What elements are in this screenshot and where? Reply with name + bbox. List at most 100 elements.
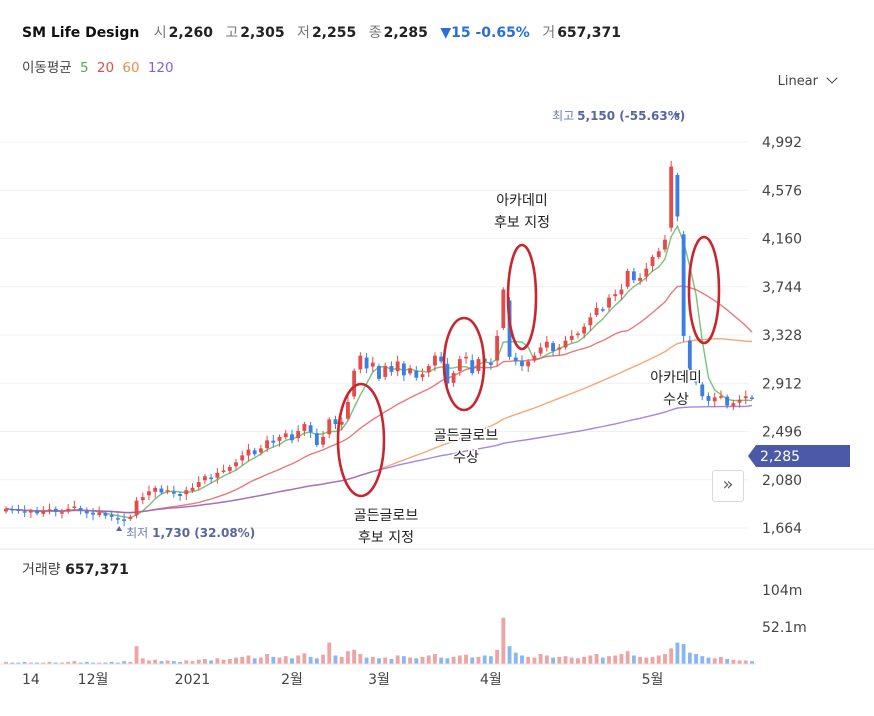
candle bbox=[526, 361, 531, 367]
volume-bar bbox=[445, 658, 450, 664]
volume-bar bbox=[178, 661, 182, 664]
candle bbox=[725, 396, 730, 406]
volume-bar bbox=[358, 654, 363, 664]
volume-bar bbox=[109, 661, 114, 664]
volume-bar bbox=[28, 662, 33, 664]
ma-20[interactable]: 20 bbox=[96, 60, 115, 76]
volume-bar bbox=[706, 657, 711, 664]
volume-bar bbox=[165, 660, 170, 664]
open-value: 2,260 bbox=[168, 25, 213, 41]
volume-bar bbox=[159, 661, 164, 664]
volume-bar bbox=[252, 658, 257, 664]
volume-bar bbox=[551, 657, 555, 664]
annotation-text: 후보 지정 bbox=[358, 530, 414, 546]
volume-bar bbox=[439, 657, 444, 664]
candle bbox=[501, 289, 506, 329]
open-label: 시 bbox=[153, 25, 167, 41]
volume-bar bbox=[743, 660, 748, 664]
candle bbox=[196, 482, 201, 487]
volume-bar bbox=[619, 654, 624, 664]
candle bbox=[345, 402, 350, 419]
max-label: 최고 bbox=[552, 109, 574, 123]
candle bbox=[358, 355, 363, 370]
scale-dropdown[interactable]: Linear bbox=[777, 72, 838, 89]
annotation-text: 수상 bbox=[663, 392, 689, 408]
candle bbox=[296, 431, 301, 438]
volume-bar bbox=[153, 659, 158, 664]
volume-bar bbox=[352, 649, 357, 664]
candle bbox=[227, 466, 232, 471]
volume-bar bbox=[544, 655, 549, 664]
close-value: 2,285 bbox=[383, 25, 428, 41]
volume-bar bbox=[625, 651, 630, 664]
volume-bar bbox=[725, 659, 730, 664]
candle bbox=[78, 507, 83, 511]
candle bbox=[389, 366, 394, 372]
y-tick-label: 3,328 bbox=[762, 328, 802, 344]
volume-bar bbox=[476, 656, 481, 664]
volume-bar bbox=[327, 642, 332, 664]
volume-bar bbox=[675, 642, 680, 664]
volume-bar bbox=[134, 646, 139, 664]
candle bbox=[495, 335, 500, 361]
candle bbox=[582, 326, 587, 334]
volume-bar bbox=[345, 651, 350, 664]
ma-5[interactable]: 5 bbox=[79, 60, 89, 76]
candle bbox=[53, 508, 58, 512]
volume-bar bbox=[84, 661, 89, 664]
x-tick-label: 2021 bbox=[175, 672, 211, 688]
candle bbox=[663, 239, 667, 250]
volume-bar bbox=[53, 662, 58, 664]
candle bbox=[569, 335, 574, 340]
candle bbox=[750, 397, 754, 399]
volume-bar bbox=[433, 654, 437, 664]
volume-bar bbox=[308, 656, 313, 664]
candle bbox=[240, 455, 245, 461]
candle bbox=[10, 509, 15, 511]
volume-bar bbox=[700, 656, 705, 664]
volume-bar bbox=[122, 661, 127, 664]
candle bbox=[221, 470, 226, 472]
candle bbox=[563, 340, 568, 348]
candle bbox=[234, 462, 238, 467]
volume-bar bbox=[240, 656, 245, 664]
low-label: 저 bbox=[297, 25, 310, 41]
candle bbox=[433, 355, 437, 366]
volume-bar bbox=[582, 656, 587, 664]
volume-bar bbox=[91, 662, 95, 664]
volume-bar bbox=[656, 655, 661, 664]
chevron-down-icon bbox=[826, 72, 838, 84]
candle bbox=[140, 497, 145, 501]
ma-120[interactable]: 120 bbox=[147, 60, 174, 76]
candle bbox=[706, 396, 711, 401]
volume-bar bbox=[737, 660, 742, 664]
x-tick-label: 3월 bbox=[368, 672, 390, 688]
candle bbox=[464, 356, 468, 359]
candle bbox=[650, 257, 655, 266]
moving-average-legend[interactable]: 이동평균 5 20 60 120 bbox=[22, 56, 178, 76]
volume-bar bbox=[333, 655, 338, 664]
volume-bar bbox=[271, 656, 276, 664]
volume-bar bbox=[302, 653, 307, 664]
candle bbox=[737, 399, 742, 403]
volume-bar bbox=[115, 662, 120, 664]
ma-60[interactable]: 60 bbox=[122, 60, 140, 76]
volume-bar bbox=[190, 661, 195, 664]
candle bbox=[258, 448, 263, 453]
x-tick-label: 4월 bbox=[480, 672, 502, 688]
candle bbox=[283, 433, 288, 438]
candle bbox=[631, 271, 636, 281]
candle bbox=[383, 366, 388, 377]
volume-bar bbox=[66, 661, 71, 664]
scroll-latest-button[interactable]: » bbox=[712, 470, 744, 502]
y-tick-label: 2,080 bbox=[762, 473, 802, 489]
candle bbox=[28, 511, 33, 513]
candle bbox=[327, 419, 332, 435]
candle bbox=[613, 294, 618, 297]
candle bbox=[408, 368, 413, 374]
annotation-ring bbox=[506, 243, 538, 351]
volume-bar bbox=[420, 656, 425, 664]
candle bbox=[321, 436, 325, 445]
scale-selected: Linear bbox=[777, 74, 818, 89]
